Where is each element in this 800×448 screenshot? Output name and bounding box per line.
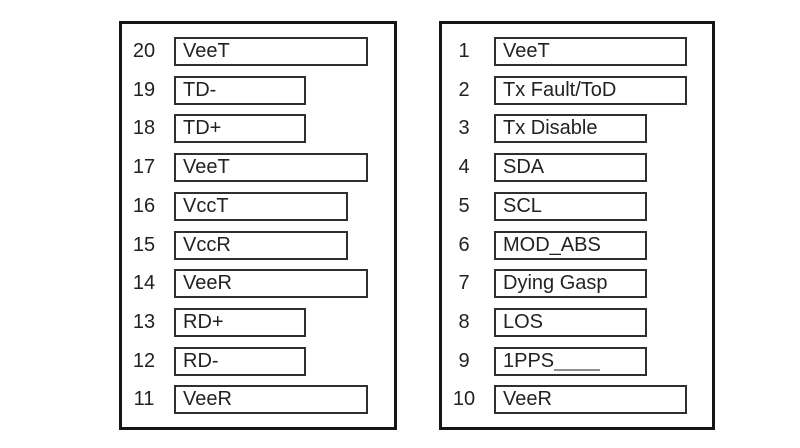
pin-label-box: SDA [494,153,647,183]
pin-number: 8 [458,310,470,333]
pin-row-10: 10 VeeR [442,385,687,415]
pin-number: 6 [458,233,470,256]
pin-number: 19 [132,78,156,101]
pin-label-box: VeeT [174,37,368,66]
pin-number: 11 [133,388,155,411]
pin-row-11: 11 VeeR [122,385,368,415]
pin-number: 14 [132,272,156,295]
pin-label: VeeR [183,388,232,411]
pin-label: VeeT [503,40,550,62]
pin-label: Dying Gasp [503,272,608,295]
connector-left: 20 VeeT 19 TD- 18 TD+ 17 VeeT 16 VccT 15 VccR 14 VeeR… [119,21,397,430]
pin-label: VeeT [183,156,230,179]
pin-label: RD+ [183,310,224,333]
pin-number: 12 [132,349,156,372]
pin-number: 7 [458,272,470,295]
pin-row-4: 4 SDA [442,153,647,183]
pin-label: VccT [183,194,229,217]
pin-number: 10 [452,388,476,411]
pin-label: VccR [183,233,231,256]
pin-number: 18 [132,117,156,140]
pin-number: 20 [132,40,156,62]
pin-number: 4 [458,156,470,179]
pin-label-box: VeeT [494,37,687,66]
pin-label-box: 1PPS [494,346,647,376]
pin-row-16: 16 VccT [122,191,348,221]
pin-label: VeeT [183,40,230,62]
pin-label-box: VeeR [494,385,687,415]
pin-label-box: RD- [174,346,306,376]
pin-label: VeeR [183,272,232,295]
connector-right: 1 VeeT 2 Tx Fault/ToD 3 Tx Disable 4 SDA 5 SCL 6 MO… [439,21,715,430]
pin-label-box: VccR [174,230,348,260]
underscore-mark [554,368,600,371]
pin-row-20: 20 VeeT [122,37,368,66]
pin-label-box: SCL [494,191,647,221]
pin-row-7: 7 Dying Gasp [442,269,647,299]
pin-label: Tx Disable [503,117,598,140]
pin-label-box: MOD_ABS [494,230,647,260]
pin-label: 1PPS [503,349,555,372]
pin-number: 3 [458,117,470,140]
pin-label: TD+ [183,117,222,140]
pin-row-12: 12 RD- [122,346,306,376]
pin-number: 5 [458,194,470,217]
pin-label-box: Dying Gasp [494,269,647,299]
pin-label: MOD_ABS [503,233,601,256]
pin-row-2: 2 Tx Fault/ToD [442,75,687,105]
pin-row-1: 1 VeeT [442,37,687,66]
pin-label-box: VeeR [174,269,368,299]
pin-label-box: Tx Disable [494,114,647,144]
pin-number: 9 [458,349,470,372]
pin-label: TD- [183,78,217,101]
pin-label-box: RD+ [174,307,306,337]
pin-label: RD- [183,349,219,372]
pin-label-box: Tx Fault/ToD [494,75,687,105]
pin-label-box: TD+ [174,114,306,144]
pin-label: VeeR [503,388,552,411]
pin-row-17: 17 VeeT [122,153,368,183]
pin-label-box: VeeR [174,385,368,415]
pin-row-14: 14 VeeR [122,269,368,299]
pin-number: 16 [132,194,156,217]
pin-label: LOS [503,310,544,333]
pin-row-19: 19 TD- [122,75,306,105]
pin-row-9: 9 1PPS [442,346,647,376]
pin-label-box: VeeT [174,153,368,183]
pin-label: SDA [503,156,545,179]
pin-row-8: 8 LOS [442,307,647,337]
pin-row-6: 6 MOD_ABS [442,230,647,260]
pin-number: 15 [132,233,156,256]
pin-row-18: 18 TD+ [122,114,306,144]
pin-number: 13 [132,310,156,333]
pin-label-box: LOS [494,307,647,337]
pin-label: SCL [503,194,542,217]
pin-label-box: VccT [174,191,348,221]
pin-number: 2 [458,78,470,101]
pin-number: 17 [132,156,156,179]
pin-label-box: TD- [174,75,306,105]
pin-row-15: 15 VccR [122,230,348,260]
pin-label: Tx Fault/ToD [503,78,617,101]
pin-row-5: 5 SCL [442,191,647,221]
pin-row-13: 13 RD+ [122,307,306,337]
pin-number: 1 [458,40,470,62]
pin-row-3: 3 Tx Disable [442,114,647,144]
